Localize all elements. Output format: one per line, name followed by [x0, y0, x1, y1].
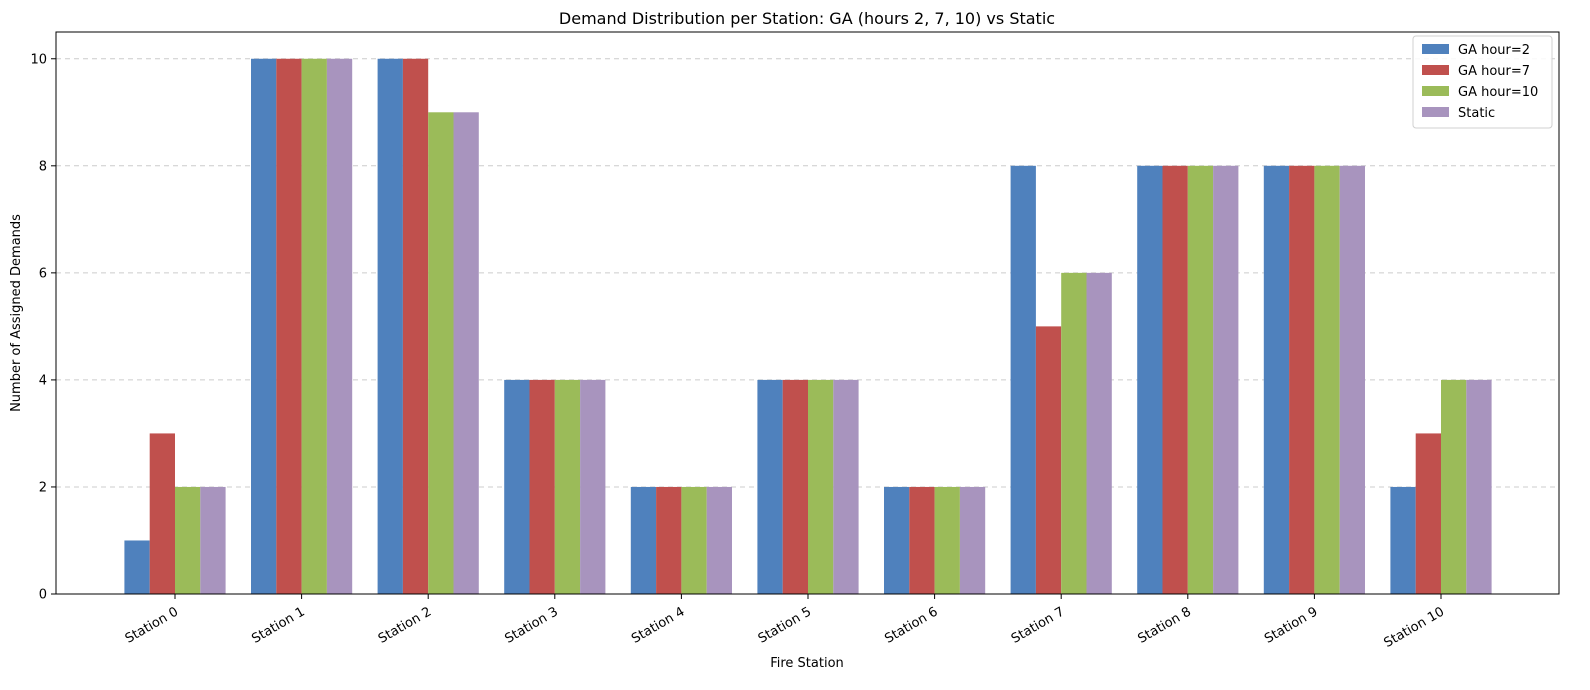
legend: GA hour=2 GA hour=7 GA hour=10 Static [1412, 35, 1553, 129]
x-tick-label-0: Station 0 [123, 604, 181, 646]
bar-s3-c7 [1086, 272, 1112, 594]
bar-s2-c6 [934, 486, 960, 594]
bar-s3-c4 [706, 486, 732, 594]
y-tick-label-1: 2 [39, 480, 47, 495]
y-tick-label-2: 4 [39, 373, 47, 388]
legend-swatch-2 [1422, 86, 1449, 96]
x-axis-label: Fire Station [770, 656, 844, 671]
legend-swatch-3 [1422, 107, 1449, 117]
x-tick-label-9: Station 9 [1262, 604, 1320, 646]
y-tick-label-5: 10 [30, 52, 47, 67]
bar-s1-c3 [529, 379, 555, 594]
legend-swatch-0 [1422, 44, 1449, 54]
bar-s1-c5 [782, 379, 808, 594]
bar-s3-c0 [200, 486, 226, 594]
x-tick-label-8: Station 8 [1136, 604, 1194, 646]
bar-s0-c9 [1263, 165, 1290, 595]
bar-s1-c6 [909, 486, 935, 594]
bar-s3-c6 [959, 486, 986, 594]
bar-s0-c1 [251, 58, 277, 595]
bar-s2-c2 [428, 112, 454, 595]
bar-s0-c7 [1010, 165, 1036, 595]
legend-label-1: GA hour=7 [1458, 64, 1530, 79]
bar-s0-c4 [630, 486, 657, 594]
x-tick-label-7: Station 7 [1009, 604, 1067, 646]
legend-label-0: GA hour=2 [1458, 43, 1530, 58]
y-tick-label-0: 0 [39, 588, 47, 603]
bars [124, 58, 1492, 595]
bar-s3-c10 [1466, 379, 1492, 594]
bar-s3-c1 [326, 58, 353, 595]
bar-s0-c3 [504, 379, 530, 594]
bar-s2-c1 [301, 58, 327, 595]
bar-s1-c8 [1162, 165, 1188, 595]
bar-s1-c2 [402, 58, 429, 595]
bar-s2-c0 [175, 486, 201, 594]
bar-s2-c9 [1314, 165, 1340, 595]
chart-title: Demand Distribution per Station: GA (hou… [559, 9, 1055, 28]
x-tick-label-2: Station 2 [376, 604, 434, 646]
bar-s1-c0 [149, 433, 175, 594]
bar-s2-c4 [681, 486, 707, 594]
bar-s3-c3 [580, 379, 606, 594]
bar-s0-c5 [757, 379, 783, 594]
bar-s2-c8 [1187, 165, 1214, 595]
bar-s3-c8 [1213, 165, 1239, 595]
bar-s0-c6 [884, 486, 910, 594]
y-axis-label: Number of Assigned Demands [9, 214, 24, 412]
y-tick-label-3: 6 [39, 266, 47, 281]
x-tick-label-4: Station 4 [629, 604, 687, 646]
bar-s1-c9 [1289, 165, 1315, 595]
bar-s0-c8 [1137, 165, 1163, 595]
bar-s1-c10 [1415, 433, 1441, 594]
bar-s2-c7 [1061, 272, 1087, 594]
x-tick-label-10: Station 10 [1382, 604, 1447, 650]
y-tick-label-4: 8 [39, 159, 47, 174]
bar-s2-c10 [1441, 379, 1467, 594]
x-tick-label-5: Station 5 [756, 604, 814, 646]
bar-s1-c4 [656, 486, 682, 594]
bar-s2-c5 [808, 379, 834, 594]
series-1 [149, 58, 1441, 595]
series-2 [175, 58, 1467, 595]
series-0 [124, 58, 1416, 595]
bar-s3-c5 [833, 379, 859, 594]
bar-s0-c0 [124, 540, 150, 594]
y-axis-ticks: 0 2 4 6 8 10 [30, 52, 56, 603]
legend-swatch-1 [1422, 65, 1449, 75]
legend-label-3: Static [1458, 106, 1495, 121]
x-tick-label-1: Station 1 [249, 604, 307, 646]
bar-s0-c2 [377, 58, 403, 595]
legend-box [1412, 35, 1553, 129]
x-axis-ticks: Station 0 Station 1 Station 2 Station 3 Stat… [123, 594, 1447, 651]
bar-s3-c2 [453, 112, 479, 595]
x-tick-label-6: Station 6 [882, 604, 940, 646]
bar-s0-c10 [1390, 486, 1416, 594]
series-3 [200, 58, 1492, 595]
bar-s2-c3 [554, 379, 581, 594]
x-tick-label-3: Station 3 [503, 604, 561, 646]
bar-s1-c1 [276, 58, 302, 595]
legend-label-2: GA hour=10 [1458, 85, 1538, 100]
bar-s3-c9 [1339, 165, 1365, 595]
bar-s1-c7 [1035, 326, 1062, 594]
